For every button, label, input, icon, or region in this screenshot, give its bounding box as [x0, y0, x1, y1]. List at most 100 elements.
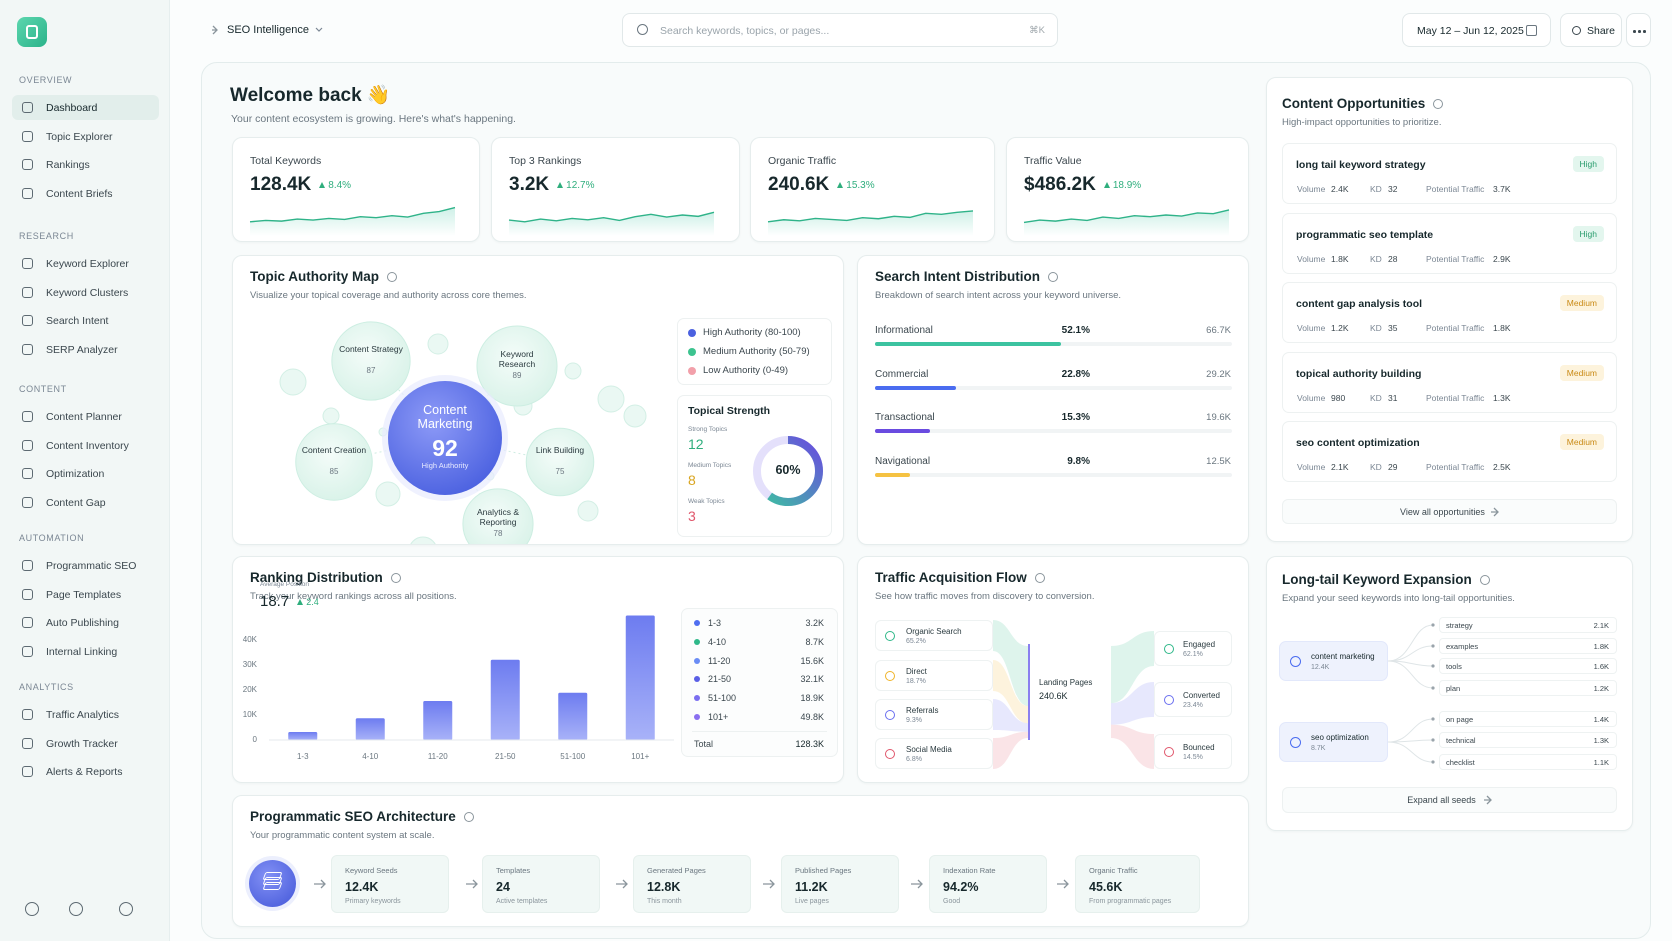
nav-icon	[22, 560, 33, 571]
bar	[558, 692, 588, 740]
average-value: 18.7	[260, 593, 290, 610]
bubble-score: 78	[493, 529, 503, 538]
topic-bubble	[331, 321, 411, 401]
flow-band	[993, 620, 1028, 706]
search-box[interactable]: Search keywords, topics, or pages... ⌘K	[622, 13, 1058, 47]
outcome-node: Engaged 62.1%	[1154, 631, 1232, 666]
footer-icon[interactable]	[25, 902, 39, 916]
arrow-shape	[616, 879, 628, 889]
nav-item[interactable]: Content Briefs	[12, 181, 159, 206]
seed-node[interactable]: seo optimization 8.7K	[1279, 722, 1388, 762]
longtail-card: Long-tail Keyword Expansion Expand your s…	[1266, 556, 1633, 831]
card-title: Search Intent Distribution	[875, 269, 1041, 284]
opportunity-item[interactable]: programmatic seo template High Volume 1.8K K…	[1282, 212, 1617, 274]
meta-value: 1.8K	[1493, 323, 1511, 333]
arrow-shape	[212, 25, 218, 35]
bubble-label: Keyword Research	[498, 349, 536, 369]
up-arrow	[557, 182, 564, 188]
share-button[interactable]: Share	[1560, 13, 1622, 47]
pipeline-step: Templates 24 Active templates	[482, 855, 600, 913]
topic-bubble	[476, 325, 558, 407]
footer-icon[interactable]	[69, 902, 83, 916]
arrow-shape	[466, 879, 478, 889]
nav-item[interactable]: SERP Analyzer	[12, 337, 159, 362]
y-tick-label: 40K	[242, 635, 257, 644]
nav-item[interactable]: Traffic Analytics	[12, 702, 159, 727]
sparkline-area	[509, 212, 714, 236]
date-picker[interactable]: May 12 – Jun 12, 2025	[1402, 13, 1551, 47]
nav-item[interactable]: Content Planner	[12, 404, 159, 429]
opportunity-item[interactable]: topical authority building Medium Volume 98…	[1282, 351, 1617, 413]
arrow-icon	[1057, 879, 1069, 889]
nav-item[interactable]: Page Templates	[12, 582, 159, 607]
nav-icon	[22, 496, 33, 508]
legend-value: 32.1K	[800, 674, 824, 685]
nav-label: Programmatic SEO	[46, 560, 137, 572]
nav-item[interactable]: Keyword Clusters	[12, 280, 159, 305]
sparkline-area	[1024, 209, 1229, 236]
arrow-shape	[1490, 507, 1499, 516]
up-arrow	[837, 182, 844, 188]
meta-value: 1.8K	[1331, 253, 1349, 264]
nav-item[interactable]: Keyword Explorer	[12, 251, 159, 276]
flow-band	[1111, 724, 1154, 769]
source-name: Social Media	[906, 745, 952, 754]
priority-badge: Medium	[1559, 434, 1604, 450]
legend-dot	[694, 638, 700, 645]
child-name: checklist	[1446, 758, 1475, 767]
meta-label: Volume	[1297, 392, 1326, 403]
decor-bubble	[564, 362, 582, 380]
nav-item[interactable]: Growth Tracker	[12, 731, 159, 756]
bubble-score: 89	[512, 371, 522, 380]
intent-percent: 9.8%	[1067, 455, 1090, 467]
share-label: Share	[1587, 25, 1616, 37]
priority-badge: Medium	[1559, 364, 1604, 381]
nav-icon	[22, 468, 33, 479]
expand-button[interactable]: Expand all seeds	[1282, 787, 1617, 813]
footer-icon[interactable]	[119, 902, 133, 916]
nav-item[interactable]: Content Gap	[12, 490, 159, 515]
nav-item[interactable]: Optimization	[12, 461, 159, 486]
step-label: Keyword Seeds	[345, 866, 398, 875]
nav-item[interactable]: Rankings	[12, 152, 159, 177]
nav-icon	[22, 709, 33, 720]
opportunity-item[interactable]: long tail keyword strategy High Volume 2.4K…	[1282, 143, 1617, 204]
legend-value: 8.7K	[805, 636, 824, 647]
meta-label: Volume	[1297, 462, 1326, 472]
more-button[interactable]	[1626, 13, 1651, 47]
nav-item[interactable]: Alerts & Reports	[12, 759, 159, 784]
nav-item[interactable]: Content Inventory	[12, 433, 159, 458]
priority-badge: High	[1572, 225, 1604, 242]
intent-label: Commercial	[875, 368, 929, 380]
nav-item[interactable]: Auto Publishing	[12, 610, 159, 635]
view-all-button[interactable]: View all opportunities	[1282, 499, 1617, 524]
bubble-score: 87	[366, 366, 376, 375]
kpi-change-value: 15.3%	[846, 179, 875, 191]
nav-label: Search Intent	[46, 315, 109, 327]
connector	[1387, 741, 1434, 763]
connector	[1387, 624, 1434, 662]
opportunity-item[interactable]: seo content optimization Medium Volume 2.1K…	[1282, 421, 1617, 482]
nav-item[interactable]: Programmatic SEO	[12, 553, 159, 578]
seed-node[interactable]: content marketing 12.4K	[1279, 641, 1388, 681]
meta-value: 2.4K	[1331, 184, 1349, 194]
up-arrow	[319, 182, 326, 188]
arrow-icon	[212, 25, 218, 35]
nav-item[interactable]: Internal Linking	[12, 639, 159, 664]
sparkline-area	[250, 207, 455, 236]
connector-dot	[1431, 623, 1435, 627]
nav-label: Optimization	[46, 468, 105, 480]
programmatic-card: Programmatic SEO Architecture Your progra…	[232, 795, 1249, 927]
nav-item[interactable]: Search Intent	[12, 308, 159, 333]
nav-label: Rankings	[46, 159, 90, 171]
kpi-value: 128.4K	[250, 174, 312, 195]
opportunity-item[interactable]: content gap analysis tool Medium Volume 1.2…	[1282, 282, 1617, 343]
nav-label: Internal Linking	[46, 645, 118, 658]
source-value: 6.8%	[906, 756, 922, 763]
meta-value: 31	[1388, 392, 1398, 403]
nav-item[interactable]: Topic Explorer	[12, 124, 159, 149]
nav-item[interactable]: Dashboard	[12, 95, 159, 120]
arrow-icon	[1483, 795, 1492, 805]
opportunity-keyword: topical authority building	[1296, 367, 1422, 380]
